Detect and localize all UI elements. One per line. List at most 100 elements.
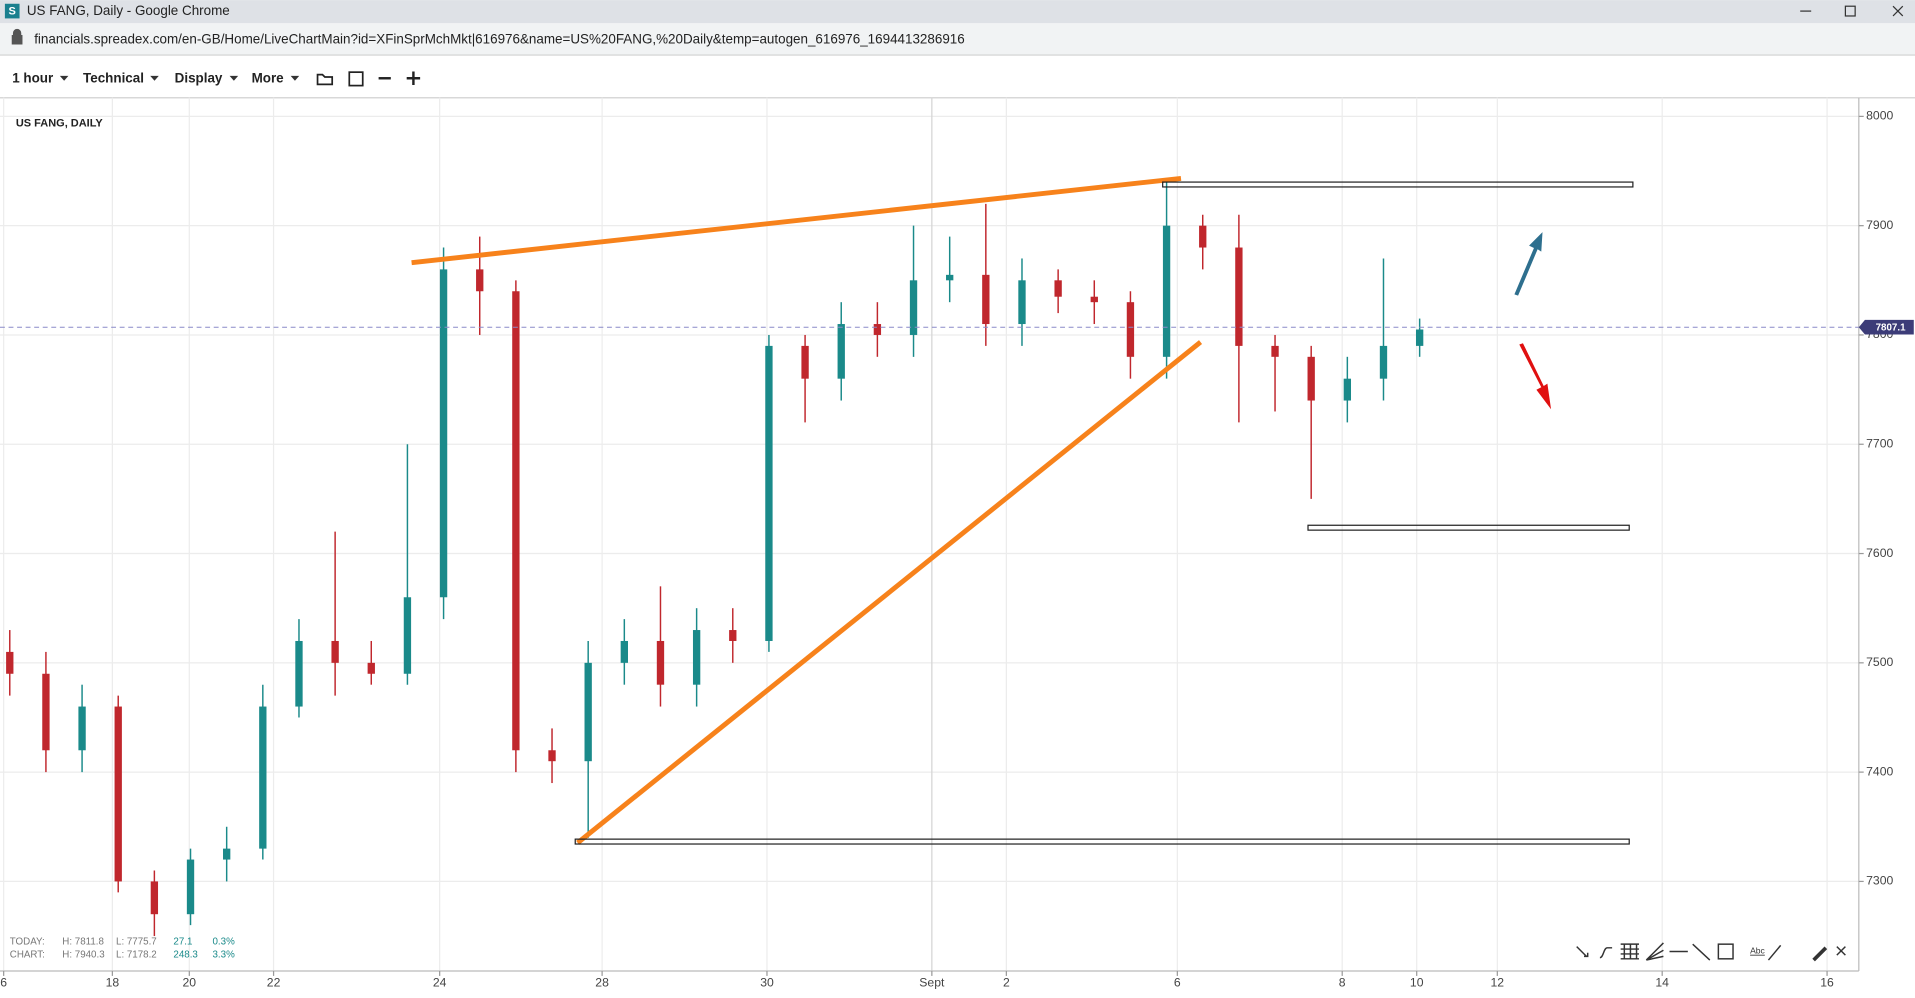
up-arrow xyxy=(1514,232,1543,296)
favicon-letter: S xyxy=(9,6,16,18)
dropdown-caret[interactable] xyxy=(290,75,300,81)
candle-body xyxy=(729,630,737,641)
candle-body xyxy=(1307,356,1315,401)
grid xyxy=(0,97,1859,972)
info-chart: 248.3 xyxy=(173,950,197,961)
candle-body xyxy=(439,269,448,598)
candle-body xyxy=(6,651,14,674)
x-tick-label: 22 xyxy=(267,975,281,989)
close[interactable] xyxy=(1892,5,1904,17)
x-tick-label: 18 xyxy=(106,975,120,989)
y-tick-label: 7700 xyxy=(1866,436,1893,450)
y-tick-label: 7500 xyxy=(1866,655,1893,669)
x-tick-label: 14 xyxy=(1655,975,1669,989)
dropdown-caret[interactable] xyxy=(59,75,69,81)
tool-text[interactable]: Abc xyxy=(1750,946,1765,956)
tool-curve[interactable] xyxy=(1599,947,1613,959)
current-price-tag xyxy=(1858,319,1914,335)
candle-body xyxy=(367,662,375,674)
info-today: L: 7775.7 xyxy=(116,936,157,947)
zoom-in[interactable] xyxy=(406,71,421,85)
annotations xyxy=(411,175,1634,845)
x-tick-label: 10 xyxy=(1410,975,1424,989)
toolbar-menu[interactable]: Technical xyxy=(83,70,144,85)
candle-body xyxy=(1379,345,1388,379)
trend-line xyxy=(576,340,1203,845)
candle-body xyxy=(873,324,882,335)
level-box xyxy=(1162,181,1634,188)
candle-body xyxy=(223,848,231,860)
window-controls[interactable] xyxy=(1800,5,1904,17)
tool-grid[interactable] xyxy=(1620,943,1639,960)
y-tick-label: 8000 xyxy=(1866,109,1893,123)
restore[interactable] xyxy=(1844,5,1856,17)
candle-body xyxy=(42,673,50,751)
open-icon[interactable] xyxy=(316,73,334,86)
candles xyxy=(6,181,1424,937)
candle-body xyxy=(403,597,412,674)
candle-body xyxy=(150,881,159,915)
info-today: TODAY: xyxy=(10,936,45,947)
tool-pen[interactable] xyxy=(1767,944,1782,961)
window-title: US FANG, Daily - Google Chrome xyxy=(27,3,230,18)
tool-pointer[interactable] xyxy=(1576,946,1589,958)
candle-body xyxy=(1090,296,1098,303)
candle-body xyxy=(982,274,990,325)
candle-body xyxy=(765,345,773,641)
candle-body xyxy=(1162,225,1171,357)
chart-title: US FANG, DAILY xyxy=(16,117,104,129)
info-panel: TODAY: H: 7811.8 L: 7775.7 27.1 0.3% CHART: H:… xyxy=(10,936,235,960)
title-bar xyxy=(0,0,1915,24)
x-tick-label: 8 xyxy=(1339,975,1346,989)
toolbar: 1 hour Technical Display More xyxy=(12,70,300,85)
lock-icon xyxy=(11,28,23,45)
tool-clear[interactable] xyxy=(1836,946,1846,956)
tool-fan[interactable] xyxy=(1645,942,1664,961)
candle-body xyxy=(548,750,556,762)
x-tick-label: 24 xyxy=(433,975,447,989)
x-tick-label: 16 xyxy=(1820,975,1834,989)
dropdown-caret[interactable] xyxy=(229,75,239,81)
url[interactable]: financials.spreadex.com/en-GB/Home/LiveC… xyxy=(34,31,965,46)
candle-body xyxy=(259,706,267,849)
candle-body xyxy=(476,269,484,292)
candle-body xyxy=(1018,280,1026,325)
candle-body xyxy=(692,630,701,685)
tool-brush[interactable] xyxy=(1812,946,1828,962)
candle-body xyxy=(1126,302,1135,357)
candle-body xyxy=(1199,225,1207,248)
candle-body xyxy=(512,291,520,751)
x-tick-label: 28 xyxy=(595,975,609,989)
x-tick-label: 12 xyxy=(1491,975,1505,989)
info-chart: L: 7178.2 xyxy=(116,950,157,961)
info-chart: 3.3% xyxy=(213,950,236,961)
level-box xyxy=(1307,524,1630,531)
x-tick-label: 6 xyxy=(0,975,7,989)
x-tick-label: 20 xyxy=(183,975,197,989)
favicon xyxy=(4,3,20,19)
candle-body xyxy=(1235,247,1243,346)
dropdown-caret[interactable] xyxy=(150,75,159,81)
drawing-tools xyxy=(1576,942,1846,962)
y-tick-label: 7600 xyxy=(1866,546,1893,560)
info-today: 27.1 xyxy=(173,936,192,947)
save-icon[interactable] xyxy=(348,71,364,87)
candle-body xyxy=(1054,280,1062,297)
toolbar-menu[interactable]: 1 hour xyxy=(12,70,54,85)
x-tick-label: 6 xyxy=(1174,975,1181,989)
info-today: H: 7811.8 xyxy=(62,936,104,947)
toolbar-icons xyxy=(316,71,421,87)
toolbar-menu[interactable]: Display xyxy=(175,70,223,85)
candle-body xyxy=(620,640,628,663)
down-arrow xyxy=(1519,343,1552,410)
candle-body xyxy=(584,662,592,762)
candle-body xyxy=(114,706,122,882)
toolbar-menu[interactable]: More xyxy=(252,70,284,85)
candle-body xyxy=(1343,378,1352,401)
y-tick-label: 7300 xyxy=(1866,874,1893,888)
tool-line[interactable] xyxy=(1692,943,1711,961)
candle-body xyxy=(1271,345,1279,357)
tool-rect[interactable] xyxy=(1717,943,1734,960)
candle-body xyxy=(1415,329,1424,346)
